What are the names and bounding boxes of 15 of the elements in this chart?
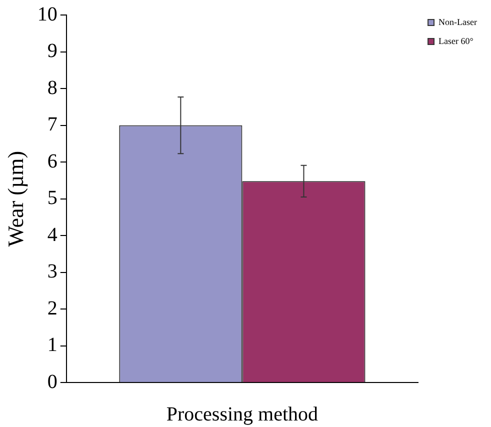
y-tick-label: 4 <box>47 224 58 246</box>
x-axis-title: Processing method <box>166 403 318 426</box>
y-axis-title: Wear (µm) <box>2 150 28 247</box>
legend-label: Laser 60° <box>438 36 474 46</box>
legend-label: Non-Laser <box>438 16 478 27</box>
y-tick-label: 2 <box>47 297 58 320</box>
y-tick-label: 7 <box>47 114 58 136</box>
y-tick-label: 3 <box>47 260 58 283</box>
y-tick-label: 6 <box>47 150 58 172</box>
y-tick-label: 9 <box>47 40 58 62</box>
y-tick-label: 10 <box>37 3 58 26</box>
y-tick-label: 1 <box>47 334 58 356</box>
y-tick-label: 5 <box>47 187 58 210</box>
y-tick-label: 8 <box>47 76 58 99</box>
y-tick-label: 0 <box>47 370 58 393</box>
